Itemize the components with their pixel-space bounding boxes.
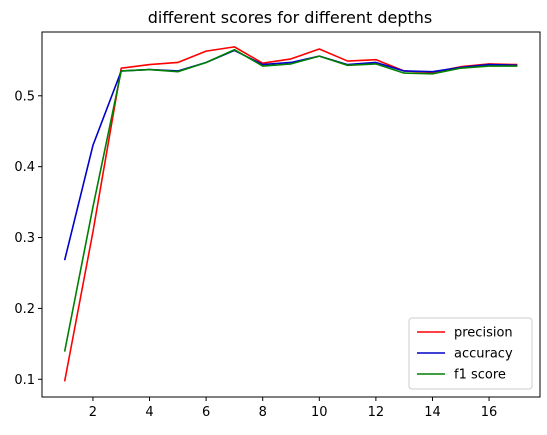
legend-label: f1 score	[454, 368, 506, 383]
plot-frame	[41, 31, 541, 398]
axes: 2 4 6 8 10 12 14 16 0.1 0.2 0.3 0.4 0.5	[14, 31, 541, 420]
y-tick-label: 0.1	[14, 373, 35, 388]
chart-title: different scores for different depths	[148, 8, 432, 27]
y-tick-label: 0.4	[14, 160, 35, 175]
x-tick-label: 8	[259, 405, 267, 420]
legend-label: accuracy	[454, 347, 513, 362]
series-line-accuracy	[63, 49, 518, 261]
y-tick-label: 0.2	[14, 302, 35, 317]
x-tick-label: 12	[368, 405, 385, 420]
x-tick-label: 10	[311, 405, 328, 420]
legend-label: precision	[454, 326, 513, 341]
plot-area	[63, 46, 518, 382]
y-tick-label: 0.5	[14, 89, 35, 104]
x-tick-label: 4	[145, 405, 153, 420]
x-tick-label: 14	[424, 405, 441, 420]
x-tick-label: 2	[89, 405, 97, 420]
y-tick-label: 0.3	[14, 231, 35, 246]
x-tick-label: 6	[202, 405, 210, 420]
series-line-f1-score	[63, 48, 518, 352]
x-tick-label: 16	[481, 405, 498, 420]
legend: precision accuracy f1 score	[408, 317, 533, 390]
legend-box	[408, 317, 533, 390]
